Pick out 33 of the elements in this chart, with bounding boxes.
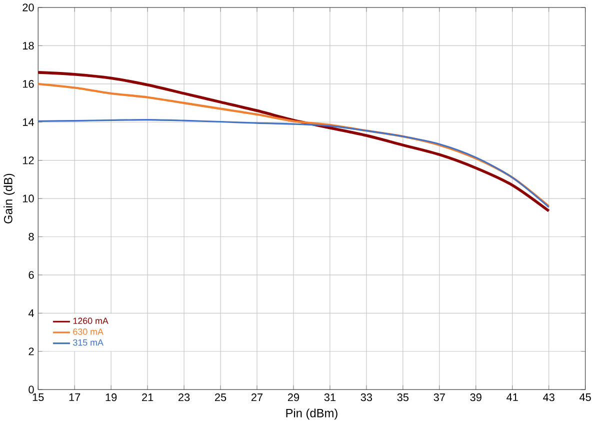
x-tick-label: 23 xyxy=(178,393,190,401)
x-tick-label: 15 xyxy=(32,393,44,401)
y-tick-label: 20 xyxy=(22,4,34,12)
x-tick-label: 33 xyxy=(360,393,372,401)
x-tick-label: 21 xyxy=(142,393,154,401)
y-tick-label: 2 xyxy=(28,347,34,356)
y-tick-label: 4 xyxy=(28,309,34,317)
x-tick-label: 39 xyxy=(470,393,482,401)
y-tick-label: 18 xyxy=(22,42,34,50)
x-tick-label: 35 xyxy=(397,393,409,401)
y-tick-label: 12 xyxy=(22,156,34,164)
legend-label: 630 mA xyxy=(73,328,104,335)
x-tick-label: 45 xyxy=(579,393,591,401)
x-tick-label: 27 xyxy=(251,393,263,401)
x-tick-label: 17 xyxy=(69,393,80,401)
legend-label: 1260 mA xyxy=(73,318,108,324)
x-tick-label: 25 xyxy=(215,393,226,401)
x-tick-label: 31 xyxy=(324,393,336,401)
legend-label: 315 mA xyxy=(73,339,104,346)
x-tick-label: 43 xyxy=(543,393,554,401)
x-tick-label: 37 xyxy=(434,393,445,401)
y-tick-label: 10 xyxy=(22,194,34,202)
y-axis-title: Gain (dB) xyxy=(4,174,15,224)
y-tick-label: 0 xyxy=(28,386,34,394)
x-axis-title: Pin (dBm) xyxy=(286,408,338,420)
x-tick-label: 41 xyxy=(506,393,518,401)
x-tick-label: 29 xyxy=(288,393,300,401)
y-tick-label: 14 xyxy=(22,118,34,126)
x-tick-label: 19 xyxy=(106,393,117,401)
y-tick-label: 16 xyxy=(22,80,34,88)
y-tick-label: 6 xyxy=(28,270,34,279)
y-tick-label: 8 xyxy=(28,232,34,240)
line-series xyxy=(37,118,550,208)
